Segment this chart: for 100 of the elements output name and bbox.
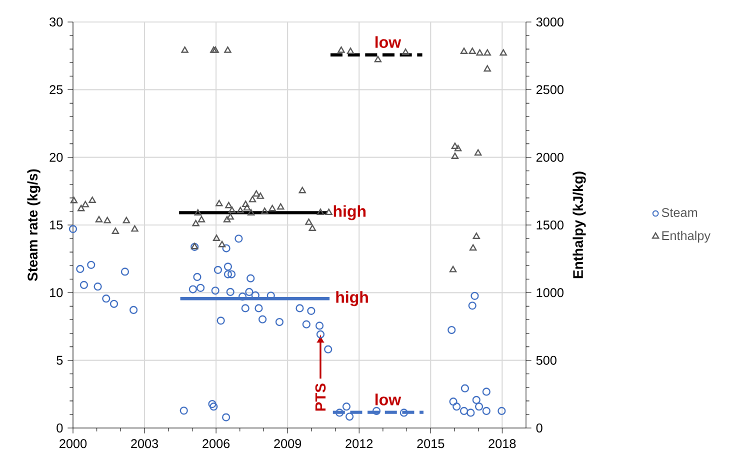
point: [498, 406, 506, 416]
x-tick-label: 2015: [417, 439, 444, 448]
point: [258, 315, 267, 324]
point: [474, 149, 482, 156]
point: [68, 224, 78, 234]
point: [470, 292, 479, 300]
point: [238, 292, 247, 301]
point: [87, 260, 96, 269]
point: [476, 49, 484, 56]
point: [129, 306, 138, 314]
y2-tick-label: 3000: [536, 18, 564, 26]
y2-tick-label: 1500: [536, 220, 564, 230]
point: [95, 216, 103, 222]
y-tick-label: 0: [56, 424, 63, 432]
point: [216, 316, 225, 325]
point: [451, 142, 459, 149]
point: [236, 206, 244, 214]
point: [472, 232, 480, 239]
point: [316, 330, 325, 338]
annotation: high: [334, 205, 366, 220]
point: [325, 208, 332, 216]
point: [454, 144, 462, 152]
point: [275, 318, 284, 326]
y2-tick-label: 2000: [536, 152, 564, 162]
x-tick-label: 2000: [60, 439, 87, 448]
point: [243, 204, 251, 211]
annotation: PTS: [315, 384, 326, 411]
point: [181, 46, 188, 53]
point: [460, 48, 468, 54]
point: [193, 272, 202, 282]
point: [218, 240, 226, 248]
point: [302, 320, 310, 328]
point: [70, 196, 78, 204]
point: [451, 152, 459, 159]
point: [298, 186, 306, 194]
point: [449, 266, 457, 272]
y-axis-title: Steam rate (kg/s): [27, 169, 40, 282]
y2-tick-label: 1000: [536, 288, 564, 298]
y-tick-label: 10: [50, 288, 63, 298]
point: [227, 270, 236, 278]
point: [482, 388, 490, 396]
point: [256, 192, 264, 199]
point: [226, 288, 234, 296]
x-tick-label: 2009: [274, 439, 302, 448]
y2-tick-label: 500: [536, 356, 556, 365]
legend-label: Steam: [662, 208, 698, 218]
point: [224, 262, 232, 271]
point: [112, 228, 120, 234]
point: [222, 244, 230, 252]
point: [224, 270, 232, 278]
point: [194, 209, 202, 216]
point: [452, 402, 461, 411]
point: [223, 216, 231, 222]
y-tick-label: 30: [50, 18, 63, 26]
point: [474, 402, 484, 411]
point: [468, 48, 476, 54]
point: [402, 48, 410, 55]
point: [254, 304, 263, 312]
point: [188, 285, 197, 294]
point: [400, 408, 408, 417]
annotation: high: [336, 291, 368, 306]
point: [448, 326, 456, 334]
point: [80, 280, 88, 290]
point: [449, 398, 458, 406]
y-tick-label: 20: [50, 152, 63, 162]
point: [338, 46, 345, 53]
point: [261, 208, 268, 214]
point: [222, 413, 230, 422]
annotation: low: [375, 36, 402, 48]
point: [252, 190, 260, 197]
point: [500, 49, 507, 56]
y2-axis-title: Enthalpy (kJ/kg): [572, 172, 586, 278]
point: [212, 234, 220, 241]
point: [324, 345, 332, 354]
point: [211, 286, 220, 295]
x-tick-label: 2012: [346, 439, 373, 448]
point: [472, 396, 480, 404]
point: [305, 218, 312, 225]
point: [76, 264, 84, 274]
point: [248, 209, 255, 216]
point: [307, 306, 316, 315]
point: [277, 203, 284, 210]
point: [198, 216, 206, 222]
point: [460, 406, 468, 416]
point: [226, 213, 234, 220]
point: [484, 65, 491, 72]
point: [468, 302, 476, 310]
point: [246, 274, 255, 282]
point: [460, 384, 470, 392]
point: [104, 216, 111, 224]
point: [216, 200, 223, 206]
y-tick-label: 5: [56, 356, 63, 365]
point: [78, 204, 85, 212]
legend-label: Enthalpy: [662, 230, 711, 243]
point: [102, 294, 110, 303]
point: [210, 402, 218, 411]
point: [482, 406, 490, 416]
point: [82, 200, 90, 208]
point: [228, 206, 236, 213]
point: [234, 234, 243, 243]
